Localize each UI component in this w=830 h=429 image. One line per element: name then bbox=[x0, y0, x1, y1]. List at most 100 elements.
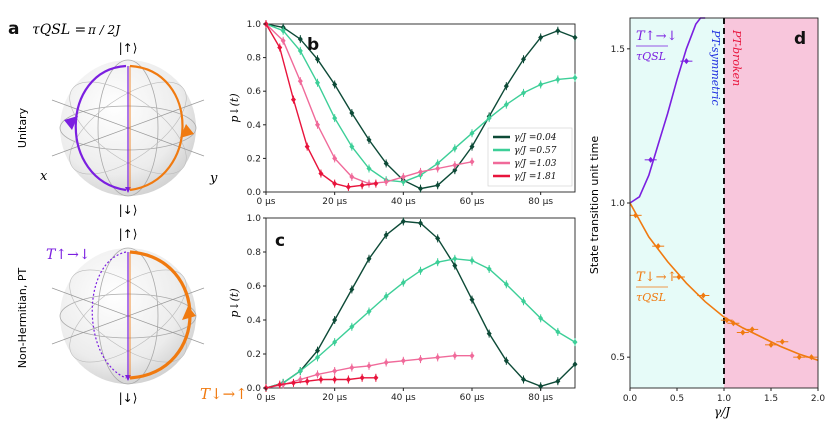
fit-curve bbox=[629, 202, 819, 362]
nonhermitian-label: Non-Hermitian, PT bbox=[16, 267, 29, 368]
y-tick-label: 0.6 bbox=[247, 282, 262, 292]
data-point bbox=[435, 160, 441, 167]
data-point bbox=[521, 298, 526, 305]
data-point bbox=[315, 121, 320, 128]
x-tick-label: 20 μs bbox=[322, 393, 347, 403]
data-point bbox=[538, 81, 544, 88]
panel-d-plot-area bbox=[629, 17, 819, 362]
data-point bbox=[277, 44, 283, 51]
panel-b: 0 μs 20 μs 40 μs 60 μs 80 μs 0.0 0.2 0.4 0.6 0.8 1… bbox=[228, 20, 578, 207]
data-point bbox=[538, 315, 544, 322]
data-point bbox=[400, 218, 406, 225]
data-point bbox=[366, 136, 372, 143]
data-point bbox=[486, 115, 492, 122]
data-point bbox=[418, 168, 423, 175]
y-tick-label: 0.0 bbox=[247, 188, 262, 198]
data-point bbox=[749, 326, 755, 333]
data-point bbox=[373, 374, 379, 381]
data-point bbox=[740, 329, 746, 336]
data-point bbox=[359, 374, 365, 381]
data-point bbox=[469, 257, 475, 264]
data-point bbox=[280, 27, 286, 34]
t-updown-numerator: T↑→↓ bbox=[636, 29, 677, 44]
data-point bbox=[400, 178, 406, 185]
data-point bbox=[332, 115, 338, 122]
data-point bbox=[304, 378, 310, 385]
data-point bbox=[315, 79, 320, 86]
panel-d-regions bbox=[630, 18, 818, 388]
legend-entry: γ/J =0.04 bbox=[514, 133, 557, 143]
data-point bbox=[521, 89, 526, 96]
panel-d-ticks: 0.0 0.5 1.0 1.5 2.0 0.5 1.0 1.5 bbox=[611, 45, 826, 404]
tau-qsl-rhs: π / 2J bbox=[87, 23, 121, 37]
data-point bbox=[297, 36, 303, 43]
data-point bbox=[555, 76, 561, 83]
data-point bbox=[297, 376, 303, 383]
y-tick-label: 0.4 bbox=[247, 316, 262, 326]
data-point bbox=[796, 354, 802, 361]
legend-entry: γ/J =0.57 bbox=[514, 146, 557, 156]
data-point bbox=[366, 362, 372, 369]
nonherm-purple-path bbox=[91, 251, 127, 379]
data-point bbox=[383, 160, 389, 167]
data-point bbox=[315, 371, 320, 378]
x-tick-label: 20 μs bbox=[322, 197, 347, 207]
data-point bbox=[332, 81, 338, 88]
data-point bbox=[648, 156, 654, 163]
data-point bbox=[452, 352, 458, 359]
data-point bbox=[655, 243, 661, 250]
data-point bbox=[349, 286, 355, 293]
data-point bbox=[435, 165, 441, 172]
x-tick-label: 80 μs bbox=[528, 197, 553, 207]
data-point bbox=[572, 361, 578, 368]
data-point bbox=[503, 281, 509, 288]
orange-arrow-icon bbox=[180, 124, 194, 138]
data-point bbox=[724, 317, 730, 324]
x-tick-label: 40 μs bbox=[391, 393, 416, 403]
data-point bbox=[345, 376, 351, 383]
data-point bbox=[349, 110, 355, 117]
panel-c: 0 μs 20 μs 40 μs 60 μs 80 μs 0.0 0.2 0.4 0.6 0.8 1… bbox=[228, 214, 578, 403]
fit-curve bbox=[629, 17, 706, 204]
data-point bbox=[280, 37, 286, 44]
panel-b-ylabel: p↓(t) bbox=[228, 93, 241, 122]
t-downup-label: T↓→↑ bbox=[200, 385, 248, 403]
x-tick-label: 1.5 bbox=[764, 394, 778, 404]
data-point bbox=[435, 259, 441, 266]
panel-d-ylabel: State transition unit time bbox=[588, 136, 601, 274]
data-point bbox=[503, 101, 509, 108]
data-point bbox=[779, 338, 785, 345]
data-point bbox=[538, 383, 544, 390]
x-tick-label: 60 μs bbox=[460, 393, 485, 403]
down-ket-bottom: |↓⟩ bbox=[119, 391, 138, 405]
data-point bbox=[486, 266, 492, 272]
data-point bbox=[277, 381, 283, 388]
panel-d: 0.0 0.5 1.0 1.5 2.0 0.5 1.0 1.5 d State transit… bbox=[588, 17, 826, 419]
bloch-sphere-nonhermitian bbox=[51, 247, 205, 385]
t-updown-denominator: τQSL bbox=[636, 50, 666, 63]
pt-broken-label: PT-broken bbox=[730, 29, 743, 86]
data-point bbox=[366, 255, 372, 262]
x-tick-label: 1.0 bbox=[717, 394, 732, 404]
data-point bbox=[521, 376, 526, 383]
x-tick-label: 80 μs bbox=[528, 393, 553, 403]
data-point bbox=[633, 212, 639, 219]
data-point bbox=[452, 145, 458, 152]
data-point bbox=[332, 317, 338, 323]
data-point bbox=[469, 143, 475, 150]
data-point bbox=[683, 58, 689, 65]
data-point bbox=[349, 364, 355, 371]
x-tick-label: 0.5 bbox=[670, 394, 684, 404]
data-point bbox=[503, 357, 509, 364]
panel-c-plot-area bbox=[263, 217, 578, 392]
data-point bbox=[572, 34, 578, 41]
unitary-label: Unitary bbox=[16, 107, 29, 148]
data-point bbox=[700, 292, 706, 299]
y-tick-label: 0.2 bbox=[247, 350, 261, 360]
panel-d-xlabel: γ/J bbox=[714, 405, 731, 419]
data-point bbox=[315, 56, 320, 63]
data-point bbox=[383, 178, 389, 185]
x-tick-label: 0.0 bbox=[623, 394, 638, 404]
data-point bbox=[469, 158, 475, 165]
